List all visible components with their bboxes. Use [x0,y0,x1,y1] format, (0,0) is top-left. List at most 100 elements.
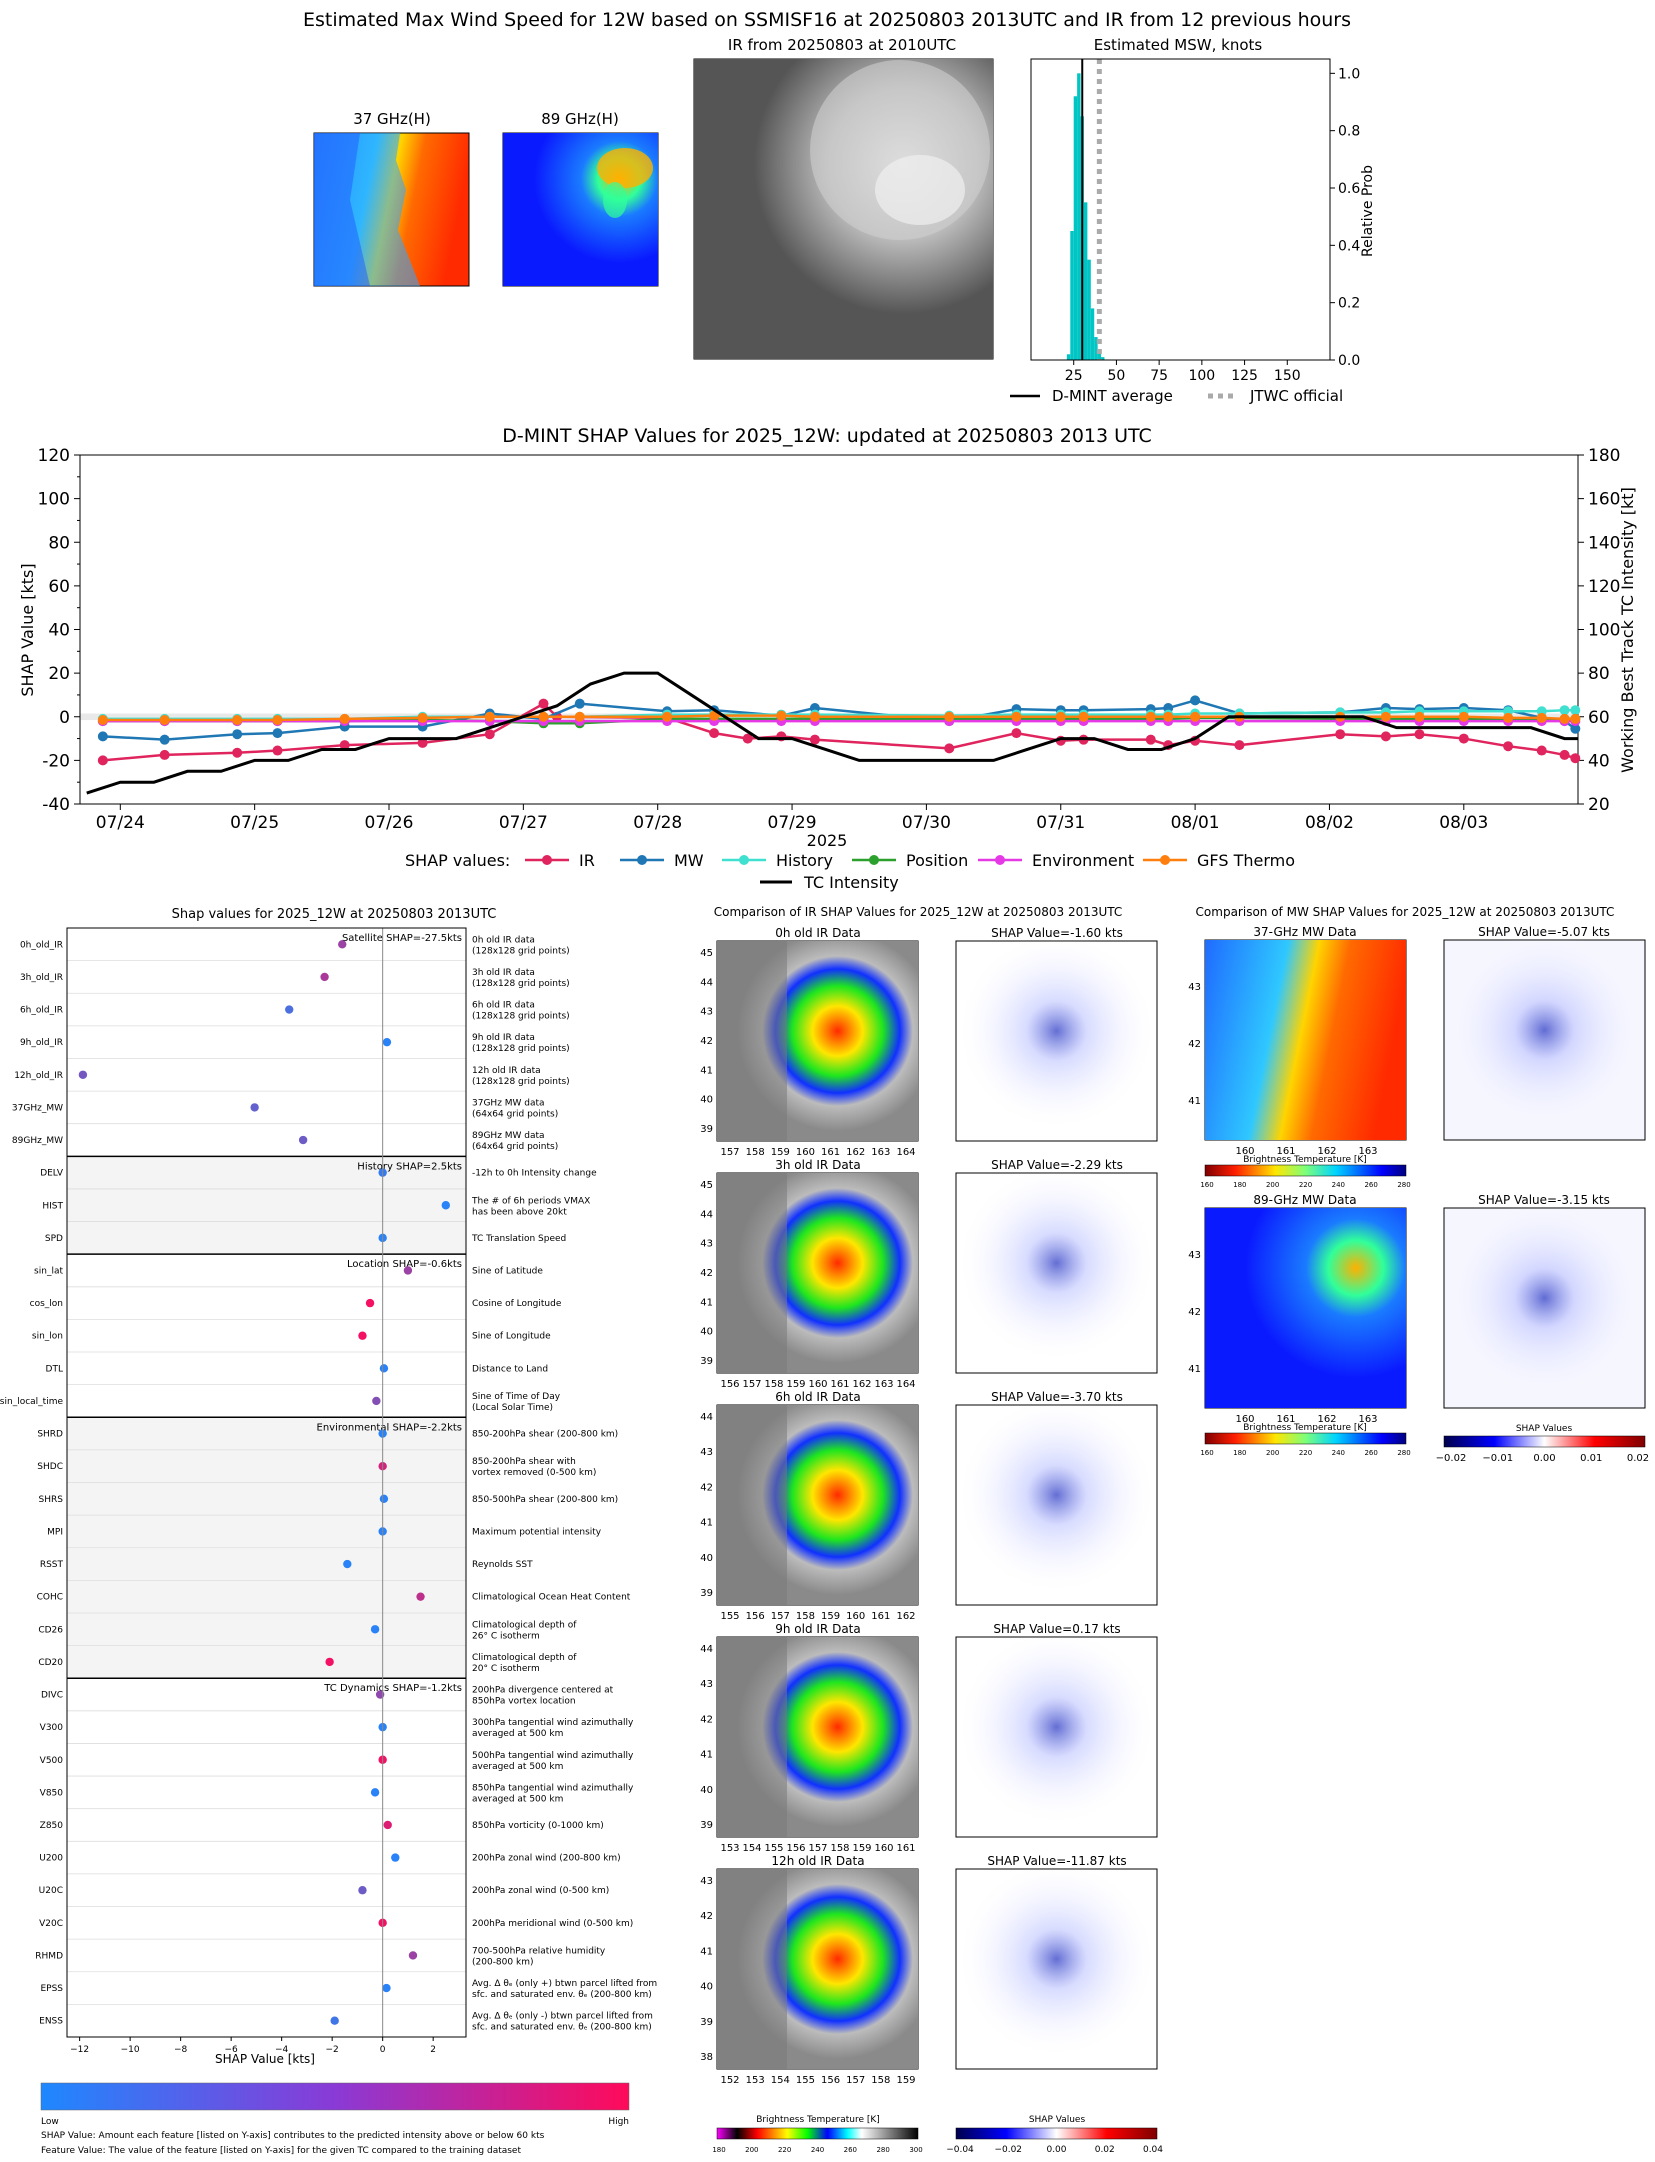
hist-x-tick-label: 100 [1188,368,1215,384]
ts-y-tick-label: 20 [48,664,70,684]
mw-shap-title: SHAP Value=-5.07 kts [1478,925,1610,939]
feature-name: ENSS [39,2017,63,2027]
mw-y-tick-label: 43 [1188,1250,1201,1261]
hist-x-tick-label: 150 [1274,368,1301,384]
ir-x-tick-label: 155 [764,1843,783,1854]
feature-desc: 850hPa tangential wind azimuthally [472,1783,634,1793]
mw-x-tick-label: 163 [1358,1414,1377,1425]
ir-x-tick-label: 161 [896,1843,915,1854]
mw-y-tick-label: 42 [1188,1039,1201,1050]
ir-bt-colorbar-tick: 280 [876,2146,889,2154]
ts-point-gfs-thermo [1414,711,1425,722]
ir-panel-title: 6h old IR Data [775,1390,861,1404]
feature-desc: TC Translation Speed [471,1234,566,1244]
ts-x-tick-label: 07/30 [902,813,951,833]
ir-x-tick-label: 156 [821,2075,840,2086]
ir-x-tick-label: 159 [821,1611,840,1622]
ts-point-ir [1335,729,1346,740]
ir-bt-colorbar-tick: 260 [844,2146,857,2154]
feature-name: RSST [40,1560,64,1570]
ir-x-tick-label: 155 [720,1611,739,1622]
feature-desc: Reynolds SST [472,1560,533,1570]
ts-point-ir [1234,740,1245,751]
features-title: Shap values for 2025_12W at 20250803 201… [172,907,497,922]
feature-dot [370,1788,380,1797]
ir-y-tick-label: 42 [700,1036,713,1047]
legend-jtwc-official: JTWC official [1249,387,1343,405]
feature-name: 12h_old_IR [14,1071,63,1081]
ir-x-tick-label: 162 [896,1611,915,1622]
legend-dmint-average: D-MINT average [1052,387,1173,405]
ir-shap-colorbar-tick: −0.04 [946,2145,974,2155]
feature-name: 9h_old_IR [20,1038,63,1048]
features-xlabel: SHAP Value [kts] [215,2052,315,2066]
mw-shap-colorbar-tick: 0.02 [1627,1453,1649,1464]
feature-name: 6h_old_IR [20,1006,63,1016]
ts-point-gfs-thermo [776,710,787,721]
ir-y-tick-label: 43 [700,1239,713,1250]
mw-panel-title: 37-GHz MW Data [1253,925,1356,939]
ir-data-clear-sky [717,1405,787,1605]
feature-desc: Maximum potential intensity [472,1527,602,1537]
ir-bt-colorbar-label: Brightness Temperature [K] [756,2115,880,2125]
feature-name: 89GHz_MW [12,1136,63,1146]
feature-desc: 26° C isotherm [472,1631,540,1641]
feature-desc: 12h old IR data [472,1066,541,1076]
ir-y-tick-label: 45 [700,1180,713,1191]
ts-y2label: Working Best Track TC Intensity [kt] [1618,487,1637,773]
ir-shap-colorbar-label: SHAP Values [1029,2115,1086,2125]
ts-y2-tick-label: 20 [1588,795,1610,815]
feature-desc: (128x128 grid points) [472,1012,570,1022]
mw-bt-colorbar-tick: 240 [1332,1449,1345,1457]
hist-x-tick-label: 25 [1065,368,1083,384]
ts-legend-prefix: SHAP values: [405,851,510,870]
feature-name: 3h_old_IR [20,973,63,983]
feature-desc: -12h to 0h Intensity change [472,1169,597,1179]
hist-bar [1097,351,1102,360]
hist-bar [1101,357,1105,360]
ts-legend-marker [995,855,1005,865]
ts-legend-marker [542,855,552,865]
ts-point-mw [97,731,108,742]
mw-shap-overlay [1444,940,1645,1140]
ts-legend-label: History [776,851,833,870]
ir-x-tick-label: 164 [896,1147,915,1158]
feature-dot [441,1201,450,1210]
feature-desc: 850-200hPa shear with [472,1457,576,1467]
ts-y2-tick-label: 40 [1588,751,1610,771]
ir-x-tick-label: 159 [771,1147,790,1158]
feature-desc: 89GHz MW data [472,1131,545,1141]
mw-compare: 37-GHz MW Data SHAP Value=-5.07 kts 160 161… [1188,925,1649,1464]
hist-title: Estimated MSW, knots [1094,36,1263,54]
shap-features: Satellite SHAP=-27.5kts 0h_old_IR 0h old I… [0,927,657,2055]
ts-y-tick-label: 80 [48,533,70,553]
feature-desc: 200hPa zonal wind (0-500 km) [472,1886,609,1896]
feature-name: V500 [40,1756,64,1766]
feature-dot [379,1364,389,1373]
ts-point-ir [339,740,350,751]
hist-x-tick-label: 75 [1150,368,1168,384]
feature-desc: Cosine of Longitude [472,1299,562,1309]
feature-name: U20C [39,1886,63,1896]
ts-point-history [1559,705,1570,716]
feature-x-tick-label: −8 [174,2045,188,2055]
feature-x-tick-label: −2 [326,2045,339,2055]
feature-dot [358,1886,367,1895]
feature-desc: 200hPa meridional wind (0-500 km) [472,1919,633,1929]
panel-ir-image [693,58,994,360]
feature-desc: averaged at 500 km [472,1762,563,1772]
ir-y-tick-label: 44 [700,977,713,988]
mw-bt-colorbar-tick: 180 [1233,1181,1246,1189]
feature-name: HIST [42,1201,63,1211]
ts-legend-marker [869,855,879,865]
feature-dot [382,1983,391,1993]
hist-y-tick-label: 1.0 [1338,66,1360,82]
mw-bt-colorbar-tick: 200 [1266,1181,1279,1189]
ts-point-gfs-thermo [232,715,243,726]
mw-x-tick-label: 160 [1235,1414,1254,1425]
hist-legend: D-MINT average JTWC official [1010,387,1343,405]
feature-desc: (128x128 grid points) [472,1077,570,1087]
feature-desc: The # of 6h periods VMAX [471,1196,590,1206]
feature-desc: 850-500hPa shear (200-800 km) [472,1495,618,1505]
ts-point-ir [538,698,549,709]
